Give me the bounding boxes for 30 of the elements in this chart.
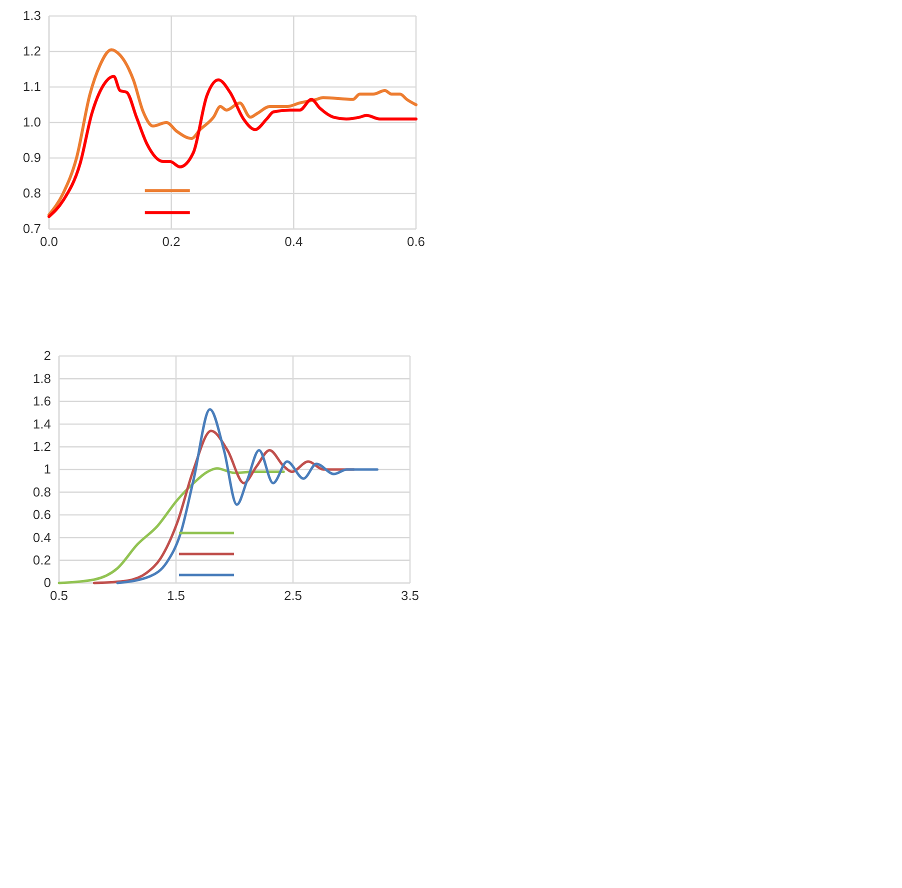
y-tick-label: 1.2 [22, 44, 41, 59]
x-tick-label: 0.5 [50, 588, 68, 604]
y-tick-label: 1.0 [22, 114, 41, 130]
x-tick-label: 0.0 [40, 234, 58, 250]
y-tick-label: 1.6 [32, 394, 51, 409]
y-tick-label: 0.9 [22, 150, 41, 166]
x-tick-label: 1.5 [166, 588, 186, 604]
x-tick-label: 0.6 [406, 234, 426, 250]
line-series [58, 467, 285, 584]
y-tick-label: 0.8 [32, 484, 51, 500]
line-series [116, 408, 378, 584]
x-tick-label: 0.2 [162, 234, 180, 250]
y-tick-label: 1.2 [32, 438, 51, 454]
line-series [48, 48, 418, 216]
y-tick-label: 0 [44, 575, 51, 590]
y-tick-label: 0.2 [32, 552, 51, 568]
y-tick-label: 1.1 [22, 79, 41, 94]
x-tick-label: 0.4 [284, 234, 303, 250]
y-tick-label: 0.4 [32, 530, 51, 545]
y-tick-label: 1 [44, 462, 51, 477]
y-tick-label: 0.6 [32, 507, 51, 522]
y-tick-label: 1.4 [32, 416, 51, 432]
x-tick-label: 2.5 [284, 588, 302, 604]
y-tick-label: 0.7 [22, 221, 41, 236]
y-tick-label: 1.3 [22, 8, 41, 24]
line-series [48, 74, 418, 218]
y-tick-label: 0.8 [22, 186, 41, 201]
y-tick-label: 2 [44, 348, 51, 364]
y-tick-label: 1.8 [32, 370, 51, 386]
x-tick-label: 3.5 [400, 588, 420, 604]
